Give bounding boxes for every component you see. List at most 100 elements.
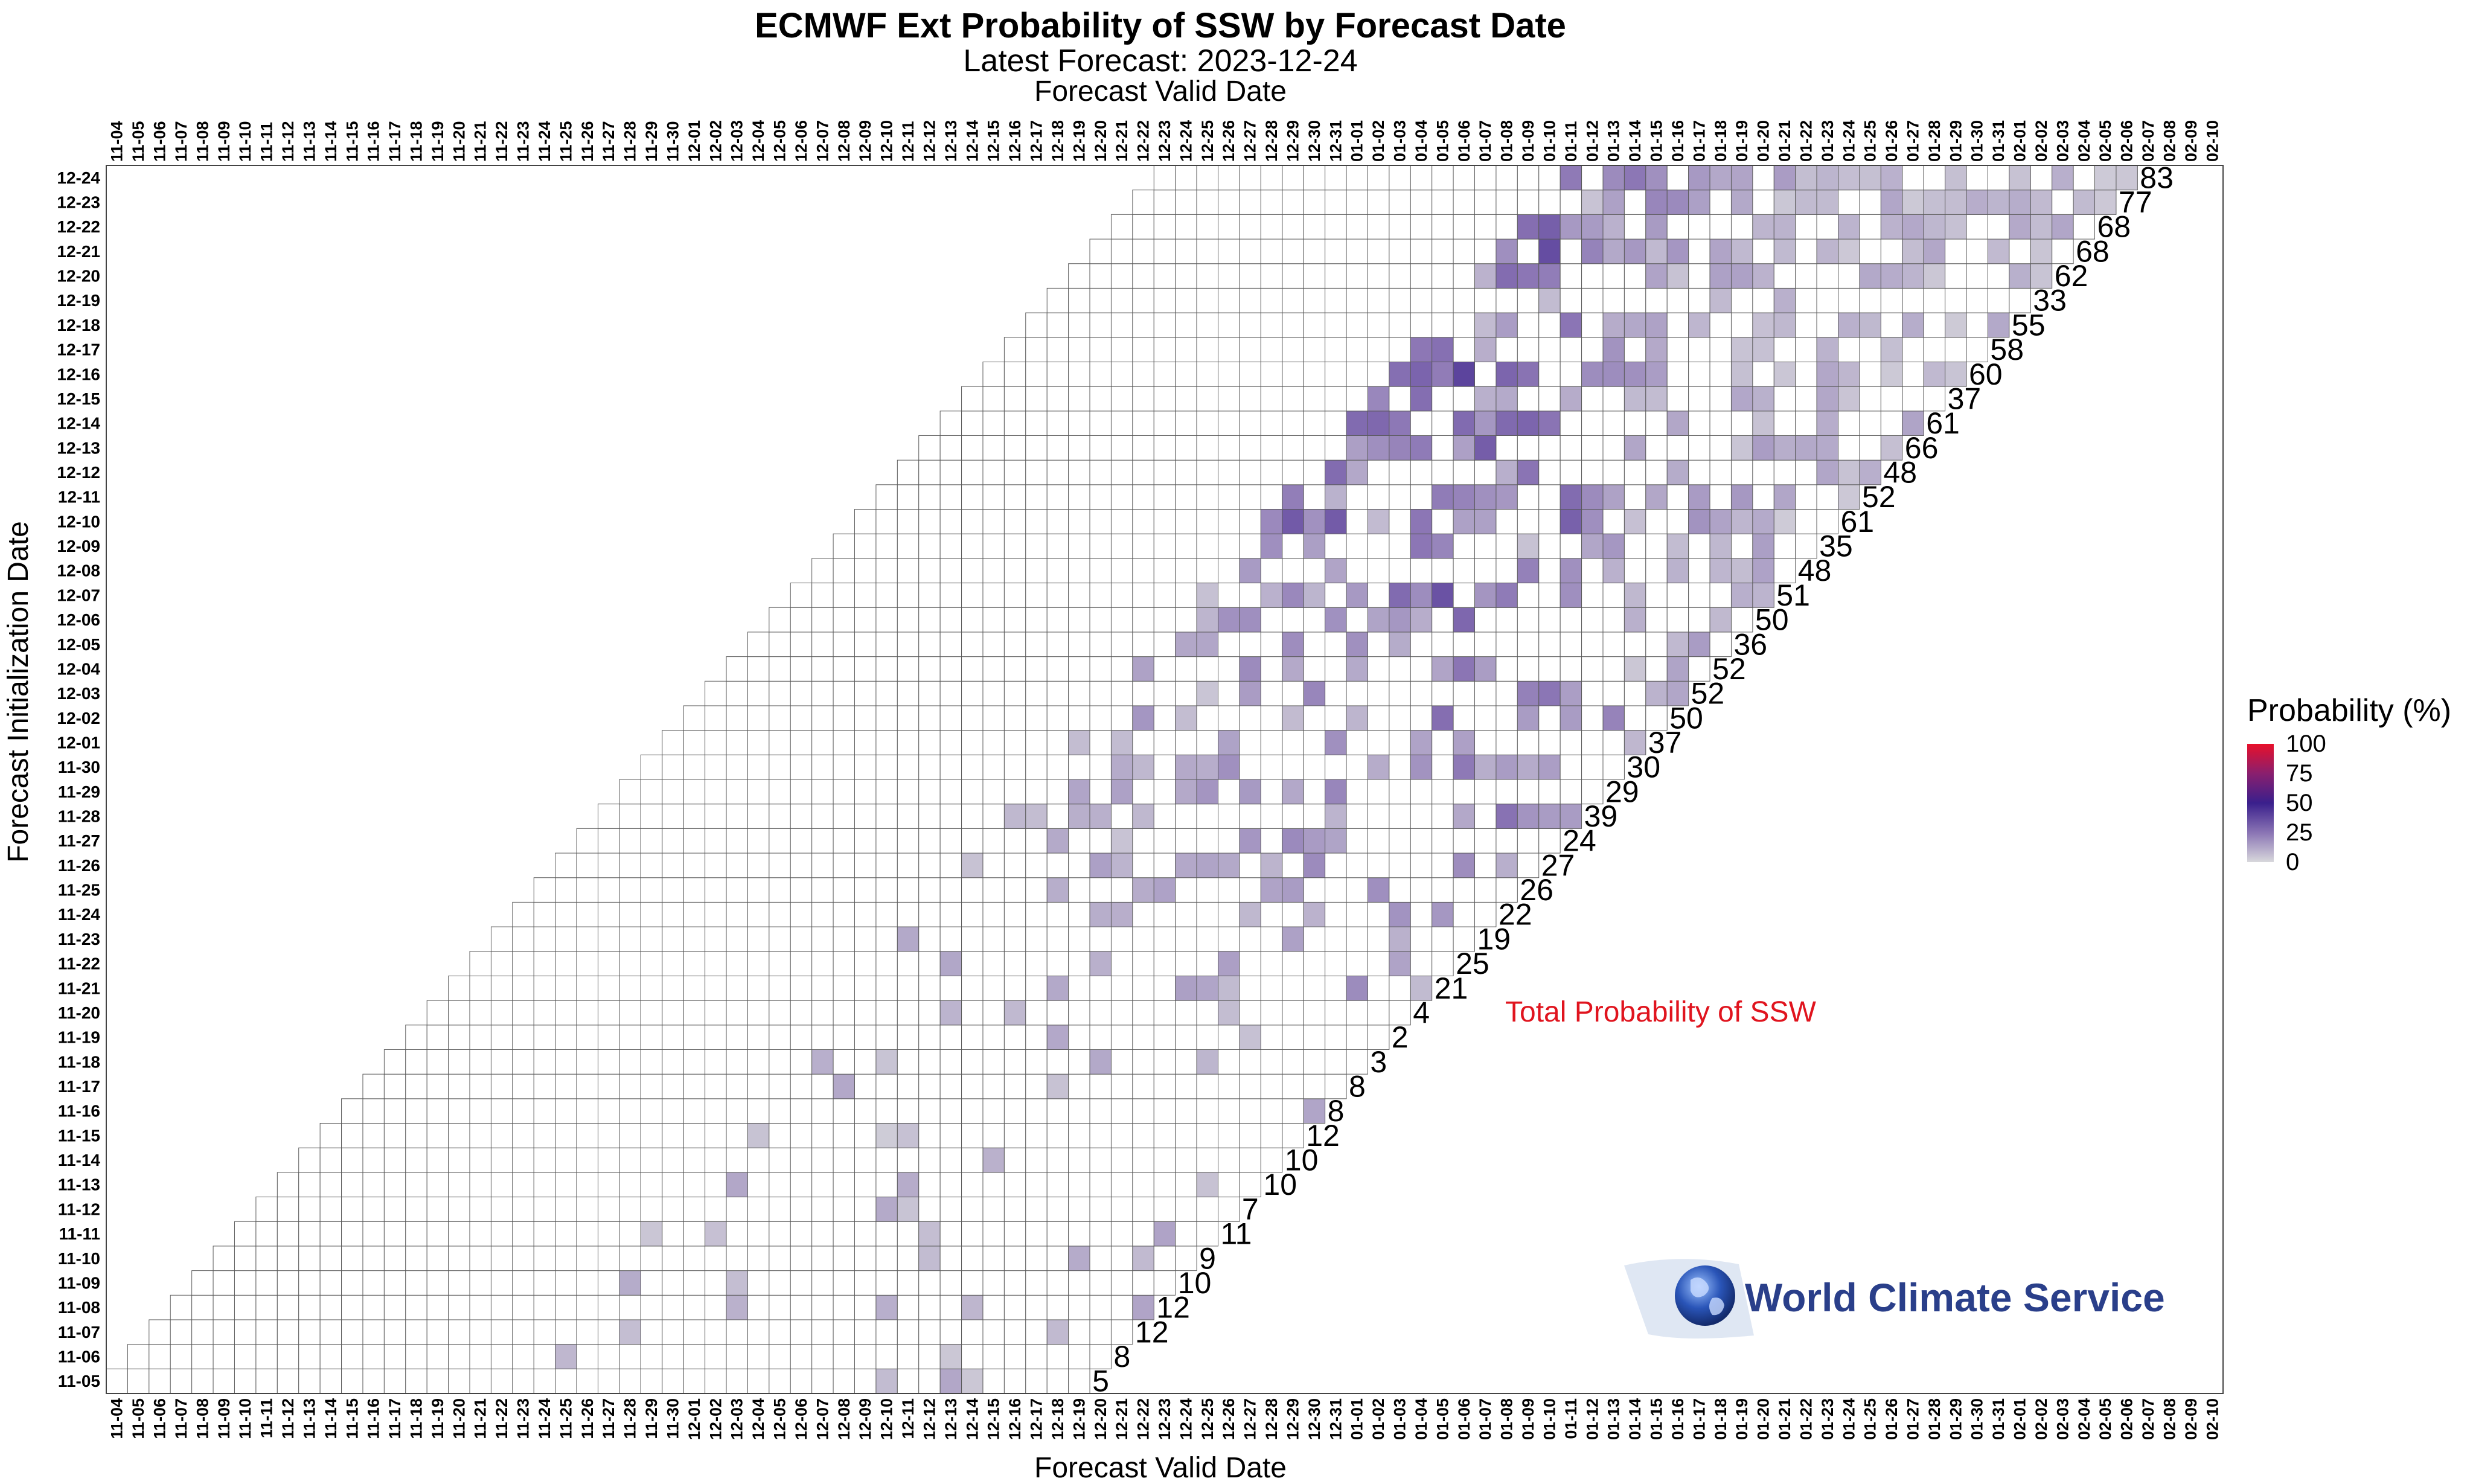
heatmap-cell (790, 828, 813, 854)
x-tick-label: 01-20 (1755, 120, 1773, 162)
heatmap-cell (1196, 1049, 1219, 1075)
heatmap-cell (341, 1123, 363, 1148)
heatmap-cell (1110, 533, 1133, 559)
x-tick-label: 01-09 (1519, 120, 1537, 162)
heatmap-cell (1260, 1147, 1283, 1173)
heatmap-cell (1068, 656, 1090, 682)
heatmap-cell (1239, 975, 1261, 1001)
heatmap-cell (1581, 238, 1604, 264)
heatmap-cell (1068, 1123, 1090, 1148)
heatmap-cell (982, 484, 1005, 510)
heatmap-cell (1046, 951, 1069, 976)
heatmap-cell (598, 1073, 620, 1099)
heatmap-cell (1346, 680, 1368, 706)
x-tick-label: 11-10 (236, 121, 254, 162)
heatmap-cell (1260, 558, 1283, 584)
heatmap-cell (961, 1025, 984, 1050)
heatmap-cell (1709, 361, 1732, 387)
heatmap-cell (576, 1197, 599, 1222)
heatmap-cell (1260, 730, 1283, 755)
x-tick-label: 11-25 (557, 1398, 575, 1439)
heatmap-cell (1838, 238, 1860, 264)
heatmap-cell (833, 1368, 855, 1394)
heatmap-cell (1496, 484, 1518, 510)
heatmap-cell (939, 1123, 962, 1148)
heatmap-cell (1153, 1270, 1176, 1296)
heatmap-cell (1325, 214, 1347, 240)
heatmap-cell (875, 558, 898, 584)
heatmap-cell (1239, 680, 1261, 706)
heatmap-cell (1110, 804, 1133, 829)
heatmap-cell (1132, 312, 1154, 338)
heatmap-cell (341, 1246, 363, 1271)
heatmap-cell (555, 1319, 577, 1345)
heatmap-cell (1432, 607, 1454, 633)
heatmap-cell (1517, 656, 1540, 682)
heatmap-cell (1709, 607, 1732, 633)
heatmap-cell (1218, 705, 1240, 731)
heatmap-cell (1089, 1221, 1112, 1247)
heatmap-cell (854, 558, 877, 584)
heatmap-cell (1560, 632, 1582, 657)
total-probability-label: 48 (1883, 456, 1917, 490)
x-tick-label: 01-30 (1968, 120, 1986, 162)
total-probability-label: 37 (1648, 726, 1682, 760)
heatmap-cell (298, 1368, 321, 1394)
heatmap-cell (1517, 361, 1540, 387)
heatmap-cell (1923, 287, 1946, 313)
heatmap-cell (897, 509, 920, 534)
heatmap-cell (1581, 730, 1604, 755)
heatmap-cell (1089, 1246, 1112, 1271)
heatmap-cell (598, 1368, 620, 1394)
heatmap-cell (982, 656, 1005, 682)
heatmap-cell (1645, 386, 1668, 412)
heatmap-cell (191, 1319, 214, 1345)
heatmap-cell (1046, 1025, 1069, 1050)
heatmap-cell (1966, 312, 1988, 338)
heatmap-cell (1303, 632, 1326, 657)
heatmap-cell (747, 1319, 770, 1345)
heatmap-cell (319, 1147, 342, 1173)
heatmap-cell (897, 1221, 920, 1247)
x-tick-label: 01-31 (1989, 120, 2008, 162)
heatmap-cell (1068, 1368, 1090, 1394)
heatmap-cell (1581, 386, 1604, 412)
heatmap-cell (1389, 484, 1411, 510)
heatmap-cell (1196, 509, 1219, 534)
heatmap-cell (918, 852, 941, 878)
heatmap-cell (512, 1123, 534, 1148)
heatmap-cell (1325, 1073, 1347, 1099)
heatmap-cell (1196, 730, 1219, 755)
heatmap-cell (362, 1098, 385, 1124)
heatmap-cell (1196, 1025, 1219, 1050)
heatmap-cell (790, 1123, 813, 1148)
x-tick-label: 01-11 (1562, 1398, 1580, 1439)
heatmap-cell (598, 828, 620, 854)
heatmap-cell (1025, 583, 1048, 608)
heatmap-cell (1688, 190, 1710, 215)
heatmap-cell (1153, 190, 1176, 215)
heatmap-cell (982, 975, 1005, 1001)
heatmap-cell (1325, 901, 1347, 927)
heatmap-cell (1453, 190, 1476, 215)
heatmap-cell (1025, 1197, 1048, 1222)
heatmap-cell (1325, 287, 1347, 313)
heatmap-cell (1367, 509, 1390, 534)
heatmap-cell (1046, 1246, 1069, 1271)
heatmap-cell (1025, 926, 1048, 952)
heatmap-cell (1068, 1344, 1090, 1369)
heatmap-cell (640, 1073, 663, 1099)
heatmap-cell (1046, 901, 1069, 927)
heatmap-cell (1453, 263, 1476, 289)
heatmap-cell (1389, 1000, 1411, 1026)
heatmap-cell (383, 1098, 406, 1124)
heatmap-cell (875, 852, 898, 878)
heatmap-cell (1517, 337, 1540, 362)
heatmap-cell (961, 680, 984, 706)
heatmap-cell (769, 1098, 791, 1124)
heatmap-cell (1410, 730, 1433, 755)
heatmap-cell (1795, 312, 1817, 338)
heatmap-cell (1025, 411, 1048, 436)
heatmap-cell (405, 1025, 427, 1050)
